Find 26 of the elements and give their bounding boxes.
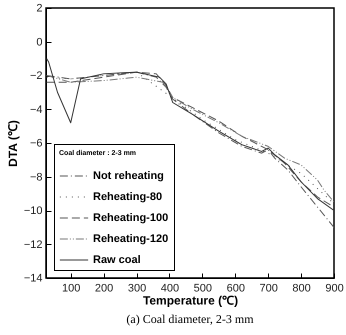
y-tick-label: −4 — [30, 104, 42, 116]
x-tick-label: 600 — [226, 282, 245, 294]
y-tick-label: 0 — [36, 36, 42, 48]
y-tick-label: −10 — [24, 205, 42, 217]
x-tick-label: 700 — [259, 282, 278, 294]
x-tick-label: 200 — [94, 282, 114, 294]
x-tick-label: 900 — [325, 282, 344, 294]
x-tick-label: 800 — [292, 282, 311, 294]
y-tick-label: −6 — [30, 138, 42, 150]
x-axis-title: Temperature (℃) — [142, 294, 238, 308]
y-tick-label: −2 — [30, 70, 42, 82]
y-tick-label: −14 — [24, 272, 42, 284]
legend-label: Reheating-120 — [93, 233, 168, 245]
text: (a) Coal diameter, 2-3 mm — [126, 312, 254, 326]
x-tick-label: 500 — [194, 282, 212, 294]
x-tick-label: 100 — [62, 282, 80, 294]
y-tick-label: −12 — [24, 238, 42, 251]
y-tick-label: 2 — [36, 2, 42, 14]
y-tick-label: −8 — [30, 171, 42, 184]
x-tick-label: 400 — [160, 282, 180, 294]
legend-label: Reheating-100 — [93, 212, 168, 224]
legend-label: Raw coal — [93, 254, 141, 266]
legend-label: Not reheating — [93, 170, 164, 182]
y-axis-title: DTA (℃) — [6, 120, 20, 167]
legend-label: Reheating-80 — [93, 191, 162, 203]
x-tick-label: 300 — [128, 282, 146, 294]
